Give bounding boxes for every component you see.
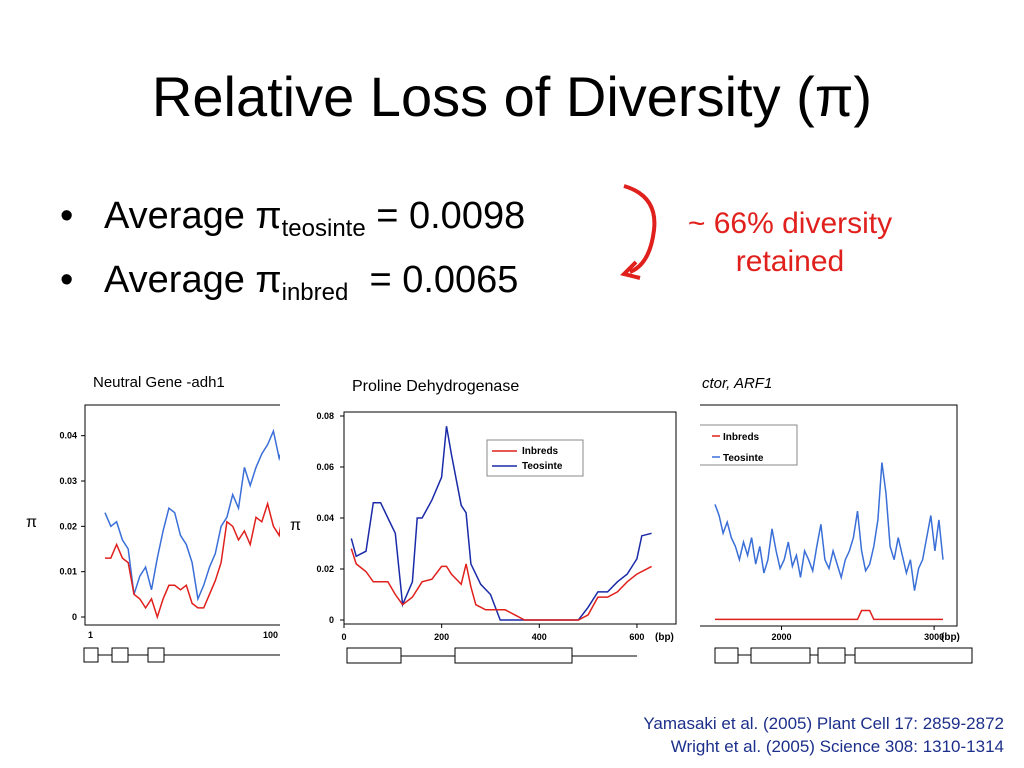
chart-adh1: Neutral Gene -adh1 π 0 0.01 0.02 0.03 0.04 1… xyxy=(20,365,280,675)
exon-box xyxy=(750,647,811,664)
legend-label-inbreds: Inbreds xyxy=(522,446,559,457)
y-tick-label: 0 xyxy=(329,615,334,625)
x-tick-label: 1 xyxy=(88,630,93,640)
y-tick-label: 0.02 xyxy=(59,521,77,531)
exon-box xyxy=(714,647,739,664)
y-tick-label: 0.04 xyxy=(316,513,334,523)
legend-label-inbreds: Inbreds xyxy=(723,432,760,443)
bullet-teosinte: • Average πteosinte = 0.0098 xyxy=(60,190,525,254)
y-tick-label: 0.04 xyxy=(59,431,77,441)
x-tick-label: 400 xyxy=(532,632,547,642)
chart-title: ctor, ARF1 xyxy=(702,375,772,392)
exon-box xyxy=(854,647,973,664)
curved-arrow-icon xyxy=(620,184,657,280)
y-tick-label: 0.01 xyxy=(59,567,77,577)
series-line-teosinte xyxy=(714,462,944,591)
bullet-value: = 0.0098 xyxy=(365,195,526,237)
x-tick-label: 600 xyxy=(629,632,644,642)
references: Yamasaki et al. (2005) Plant Cell 17: 28… xyxy=(643,712,1004,758)
exon-box xyxy=(346,647,402,664)
gene-structure xyxy=(714,647,973,664)
bullet-text: Average π xyxy=(104,195,282,237)
exon-box xyxy=(147,647,165,663)
y-tick-label: 0.03 xyxy=(59,476,77,486)
y-tick-label: 0.02 xyxy=(316,564,334,574)
bullet-dot: • xyxy=(60,259,74,301)
exon-box xyxy=(454,647,573,664)
series-group xyxy=(714,462,944,621)
slide-title: Relative Loss of Diversity (π) xyxy=(151,65,873,128)
chart-title: Proline Dehydrogenase xyxy=(352,378,519,395)
bullet-dot: • xyxy=(60,195,74,237)
x-tick-label: 100 xyxy=(263,630,278,640)
annotation-line-2: retained xyxy=(735,245,845,278)
bullet-subscript: inbred xyxy=(281,279,349,306)
x-unit-label: (bp) xyxy=(655,632,674,643)
x-ticks: 1 100 xyxy=(88,630,278,640)
x-ticks: 0 200 400 600 xyxy=(341,624,644,642)
x-unit-label: (bp) xyxy=(941,632,960,643)
plot-frame xyxy=(84,404,280,626)
series-line-inbreds xyxy=(715,609,943,621)
bullet-subscript: teosinte xyxy=(281,215,366,242)
x-tick-label: 3000 xyxy=(924,632,944,642)
diversity-annotation: ~ 66% diversity retained xyxy=(660,205,920,281)
bullet-text: Average π xyxy=(104,259,282,301)
exon-box xyxy=(817,647,846,664)
bullet-inbred: • Average πinbred = 0.0065 xyxy=(60,254,525,318)
x-tick-label: 0 xyxy=(341,632,346,642)
reference-yamasaki: Yamasaki et al. (2005) Plant Cell 17: 28… xyxy=(643,714,1004,733)
series-line-inbreds xyxy=(105,500,280,620)
bullet-value: = 0.0065 xyxy=(348,259,519,301)
chart-arf1: ctor, ARF1 2000 3000 (bp) Inbreds Teosint… xyxy=(700,365,990,675)
series-group xyxy=(350,426,652,621)
exon-box xyxy=(83,647,99,663)
y-ticks: 0 0.01 0.02 0.03 0.04 xyxy=(59,431,85,622)
legend-label-teosinte: Teosinte xyxy=(522,461,563,472)
chart-proline-svg: Proline Dehydrogenase π 0 0.02 0.04 0.06 0.0… xyxy=(285,370,700,670)
legend-box xyxy=(700,424,798,466)
y-tick-label: 0.06 xyxy=(316,462,334,472)
x-tick-label: 200 xyxy=(434,632,449,642)
series-line-inbreds xyxy=(350,548,652,621)
gene-structure xyxy=(346,647,637,664)
chart-proline-dehydrogenase: Proline Dehydrogenase π 0 0.02 0.04 0.06 0.0… xyxy=(285,370,700,670)
y-tick-label: 0 xyxy=(72,612,77,622)
chart-arf1-svg: ctor, ARF1 2000 3000 (bp) Inbreds Teosint… xyxy=(700,375,973,664)
y-tick-label: 0.08 xyxy=(316,411,334,421)
y-axis-label: π xyxy=(26,514,37,531)
y-ticks: 0 0.02 0.04 0.06 0.08 xyxy=(316,411,344,625)
gene-structure xyxy=(83,647,280,663)
chart-background xyxy=(285,370,700,670)
legend: Inbreds Teosinte xyxy=(486,439,584,477)
bullet-list: • Average πteosinte = 0.0098 • Average πin… xyxy=(60,190,525,318)
plot-frame xyxy=(700,404,958,627)
y-axis-label: π xyxy=(290,517,301,534)
series-line-teosinte xyxy=(104,428,280,602)
legend-label-teosinte: Teosinte xyxy=(723,453,764,464)
x-ticks: 2000 3000 xyxy=(772,626,944,642)
legend-box xyxy=(486,439,584,477)
exon-box xyxy=(111,647,129,663)
reference-wright: Wright et al. (2005) Science 308: 1310-1… xyxy=(670,737,1004,756)
series-group xyxy=(104,428,280,620)
chart-adh1-svg: Neutral Gene -adh1 π 0 0.01 0.02 0.03 0.04 1… xyxy=(26,374,280,663)
legend: Inbreds Teosinte xyxy=(700,424,798,466)
chart-title: Neutral Gene -adh1 xyxy=(93,374,225,391)
annotation-line-1: ~ 66% diversity xyxy=(687,207,893,240)
x-tick-label: 2000 xyxy=(772,632,792,642)
series-line-teosinte xyxy=(350,426,652,621)
